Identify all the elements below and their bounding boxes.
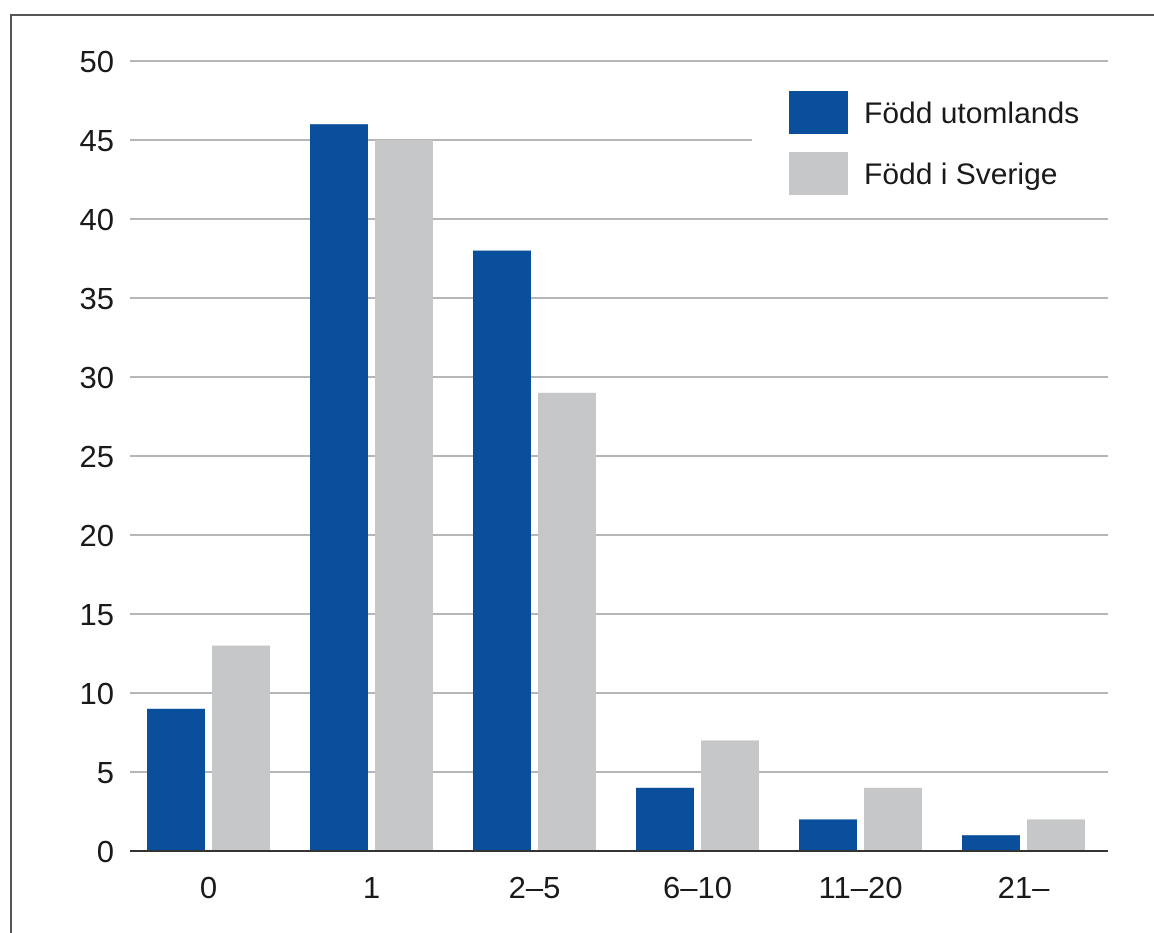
x-tick-label: 2–5	[509, 870, 561, 905]
bar-series-1	[147, 708, 205, 851]
bar-series-2	[212, 645, 270, 851]
bar-series-1	[473, 250, 531, 852]
bars	[147, 124, 1085, 852]
y-tick-label: 10	[80, 676, 114, 711]
bar-series-1	[636, 787, 694, 851]
legend-swatch	[789, 152, 848, 195]
legend: Född utomlands Född i Sverige	[752, 80, 1112, 210]
bar-series-2	[375, 140, 433, 851]
legend-label: Född i Sverige	[864, 158, 1057, 191]
y-tick-label: 15	[80, 597, 114, 632]
bar-series-1	[799, 819, 857, 851]
y-tick-label: 40	[80, 202, 114, 237]
y-tick-label: 30	[80, 360, 114, 395]
x-tick-labels: 0 1 2–5 6–10 11–20 21–	[200, 870, 1050, 905]
y-tick-label: 20	[80, 518, 114, 553]
y-tick-labels: 0 5 10 15 20 25 30 35 40 45 50	[80, 44, 114, 869]
gridlines	[130, 60, 1108, 773]
x-tick-label: 11–20	[819, 870, 903, 905]
y-tick-label: 0	[97, 834, 114, 869]
bar-series-2	[864, 787, 922, 851]
bar-series-1	[310, 124, 368, 851]
bar-series-1	[962, 835, 1020, 851]
bar-series-2	[701, 740, 759, 851]
x-tick-label: 1	[363, 870, 380, 905]
y-tick-label: 45	[80, 123, 114, 158]
y-tick-label: 35	[80, 281, 114, 316]
bar-series-2	[538, 392, 596, 851]
y-tick-label: 5	[97, 755, 114, 790]
legend-label: Född utomlands	[864, 97, 1079, 130]
x-tick-label: 0	[200, 870, 217, 905]
x-tick-label: 21–	[998, 870, 1050, 905]
y-tick-label: 25	[80, 439, 114, 474]
y-tick-label: 50	[80, 44, 114, 79]
chart-frame	[10, 14, 1154, 933]
legend-swatch	[789, 91, 848, 134]
x-tick-label: 6–10	[663, 870, 732, 905]
bar-series-2	[1027, 819, 1085, 851]
